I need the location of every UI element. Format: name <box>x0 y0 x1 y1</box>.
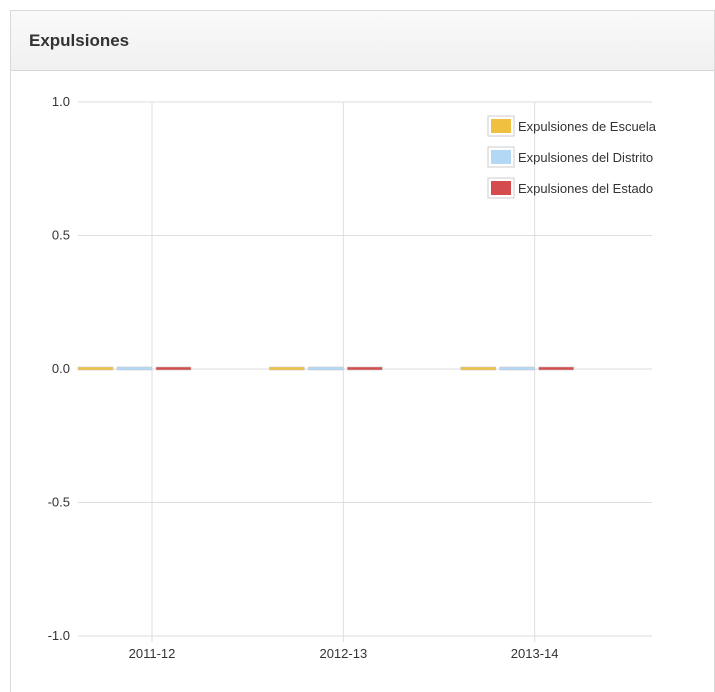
bar-expulsiones-del-estado-2013-14 <box>538 366 574 371</box>
y-tick-label: -1.0 <box>48 628 70 643</box>
legend-label: Expulsiones del Estado <box>518 181 653 196</box>
bar-expulsiones-del-distrito-2013-14 <box>499 366 535 371</box>
x-tick-label: 2013-14 <box>511 646 559 661</box>
y-tick-label: 1.0 <box>52 94 70 109</box>
legend-label: Expulsiones de Escuela <box>518 119 657 134</box>
bar-expulsiones-del-estado-2011-12 <box>155 366 192 371</box>
panel-title: Expulsiones <box>29 30 130 50</box>
y-tick-label: 0.5 <box>52 228 70 243</box>
y-axis: 1.0 0.5 0.0 -0.5 -1.0 <box>48 94 70 643</box>
bar-expulsiones-de-escuela-2012-13 <box>269 366 305 371</box>
legend-swatch <box>491 181 511 195</box>
panel-header: Expulsiones <box>11 11 714 71</box>
y-tick-label: -0.5 <box>48 495 70 510</box>
legend-label: Expulsiones del Distrito <box>518 150 653 165</box>
bar-expulsiones-del-distrito-2012-13 <box>308 366 344 371</box>
bar-expulsiones-del-estado-2012-13 <box>347 366 383 371</box>
expulsions-panel: Expulsiones <box>10 10 715 692</box>
x-tick-label: 2012-13 <box>319 646 367 661</box>
legend-swatch <box>491 150 511 164</box>
y-tick-label: 0.0 <box>52 361 70 376</box>
chart-bars <box>77 366 574 371</box>
x-tick-label: 2011-12 <box>129 646 176 661</box>
bar-expulsiones-de-escuela-2013-14 <box>460 366 496 371</box>
x-axis: 2011-12 2012-13 2013-14 <box>129 646 559 661</box>
bar-expulsiones-de-escuela-2011-12 <box>77 366 114 371</box>
legend-swatch <box>491 119 511 133</box>
bar-expulsiones-del-distrito-2011-12 <box>116 366 153 371</box>
chart-legend: Expulsiones de Escuela Expulsiones del Di… <box>487 115 657 199</box>
